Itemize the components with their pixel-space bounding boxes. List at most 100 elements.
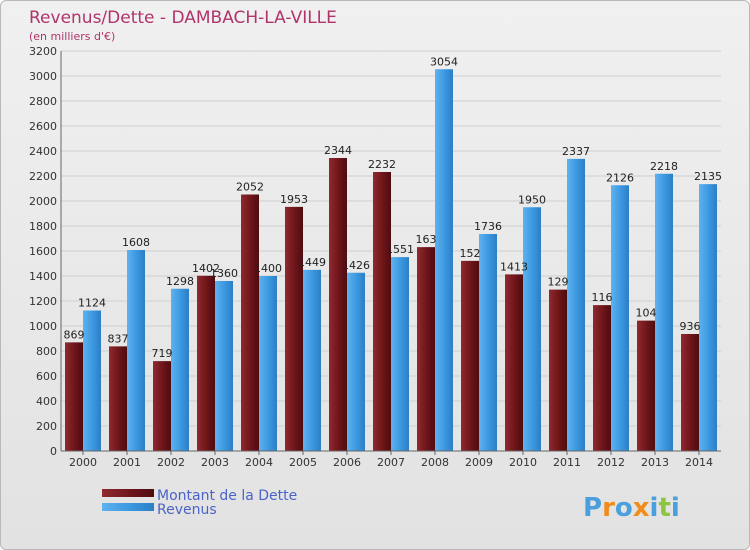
data-label: 2232 [368,158,396,171]
axes-layer: 0 200 400 600 800 1000 1200 1400 1600 1800 2000 220… [29,45,721,469]
data-label: 869 [64,328,85,341]
y-tick-label: 1800 [29,220,57,233]
data-label: 1298 [166,275,194,288]
y-tick-label: 1000 [29,320,57,333]
bar-revenus [127,250,145,451]
logo-letter: i [671,493,680,523]
y-tick-label: 3200 [29,45,57,58]
data-label: 1400 [254,262,282,275]
data-label: 2218 [650,160,678,173]
bar-dette [593,305,611,451]
y-tick-label: 3000 [29,70,57,83]
logo-letter: r [602,493,615,523]
x-tick-label: 2002 [157,456,185,469]
bar-dette [153,361,171,451]
bar-dette [461,260,479,451]
y-tick-label: 2000 [29,195,57,208]
x-tick-label: 2000 [69,456,97,469]
y-tick-label: 800 [36,345,57,358]
bar-dette [65,342,83,451]
bar-revenus [523,207,541,451]
legend-swatch-dette [102,489,154,497]
x-tick-label: 2013 [641,456,669,469]
data-label: 837 [108,332,129,345]
x-tick-label: 2012 [597,456,625,469]
bar-dette [505,274,523,451]
x-tick-label: 2004 [245,456,273,469]
x-tick-label: 2003 [201,456,229,469]
bar-revenus [611,185,629,451]
x-tick-label: 2009 [465,456,493,469]
bar-revenus [215,281,233,451]
logo-letter: P [583,493,602,523]
legend-swatch-revenus [102,503,154,511]
bar-dette [637,320,655,451]
bar-revenus [259,276,277,451]
data-label: 1413 [500,260,528,273]
y-tick-label: 2600 [29,120,57,133]
chart-subtitle: (en milliers d'€) [29,30,115,43]
data-label: 3054 [430,55,458,68]
y-tick-label: 600 [36,370,57,383]
data-label: 2337 [562,145,590,158]
bar-revenus [699,184,717,451]
data-label: 1551 [386,243,414,256]
y-tick-label: 1400 [29,270,57,283]
x-tick-label: 2007 [377,456,405,469]
data-label: 104 [636,307,657,320]
y-tick-label: 200 [36,420,57,433]
logo-letter: t [658,493,670,523]
data-label: 2052 [236,181,264,194]
data-label: 152 [460,247,481,260]
data-label: 1953 [280,193,308,206]
bar-dette [197,275,215,451]
x-tick-label: 2010 [509,456,537,469]
data-label: 936 [680,320,701,333]
data-label: 1402 [192,262,220,275]
data-label: 719 [152,347,173,360]
bar-revenus [391,257,409,451]
bar-dette [109,346,127,451]
bar-revenus [171,288,189,451]
y-tick-label: 0 [50,445,57,458]
data-label: 2135 [694,170,722,183]
legend-label-dette: Montant de la Dette [157,488,297,504]
bars-layer [65,69,717,451]
data-label: 116 [592,291,613,304]
data-label: 129 [548,276,569,289]
chart-title: Revenus/Dette - DAMBACH-LA-VILLE [29,8,337,28]
bar-dette [681,334,699,451]
y-tick-label: 2200 [29,170,57,183]
data-label: 1426 [342,259,370,272]
x-tick-label: 2001 [113,456,141,469]
data-label: 2126 [606,171,634,184]
y-tick-label: 2800 [29,95,57,108]
bar-revenus [303,269,321,451]
legend-label-revenus: Revenus [157,502,217,518]
x-tick-label: 2008 [421,456,449,469]
y-tick-label: 1200 [29,295,57,308]
bar-revenus [479,234,497,451]
bar-dette [285,206,303,451]
logo-letter: o [615,493,633,523]
logo-letter: x [633,493,650,523]
y-tick-label: 1600 [29,245,57,258]
bar-revenus [655,173,673,451]
bar-revenus [347,272,365,451]
y-tick-label: 400 [36,395,57,408]
bar-dette [329,158,347,451]
data-label: 1608 [122,236,150,249]
bar-revenus [435,69,453,451]
x-tick-label: 2005 [289,456,317,469]
x-tick-label: 2011 [553,456,581,469]
bar-dette [241,194,259,451]
x-tick-label: 2014 [685,456,713,469]
bar-dette [373,172,391,451]
proxiti-logo: Proxiti [583,493,680,523]
y-tick-label: 2400 [29,145,57,158]
data-label: 1736 [474,220,502,233]
data-label: 163 [416,233,437,246]
data-label: 1449 [298,256,326,269]
